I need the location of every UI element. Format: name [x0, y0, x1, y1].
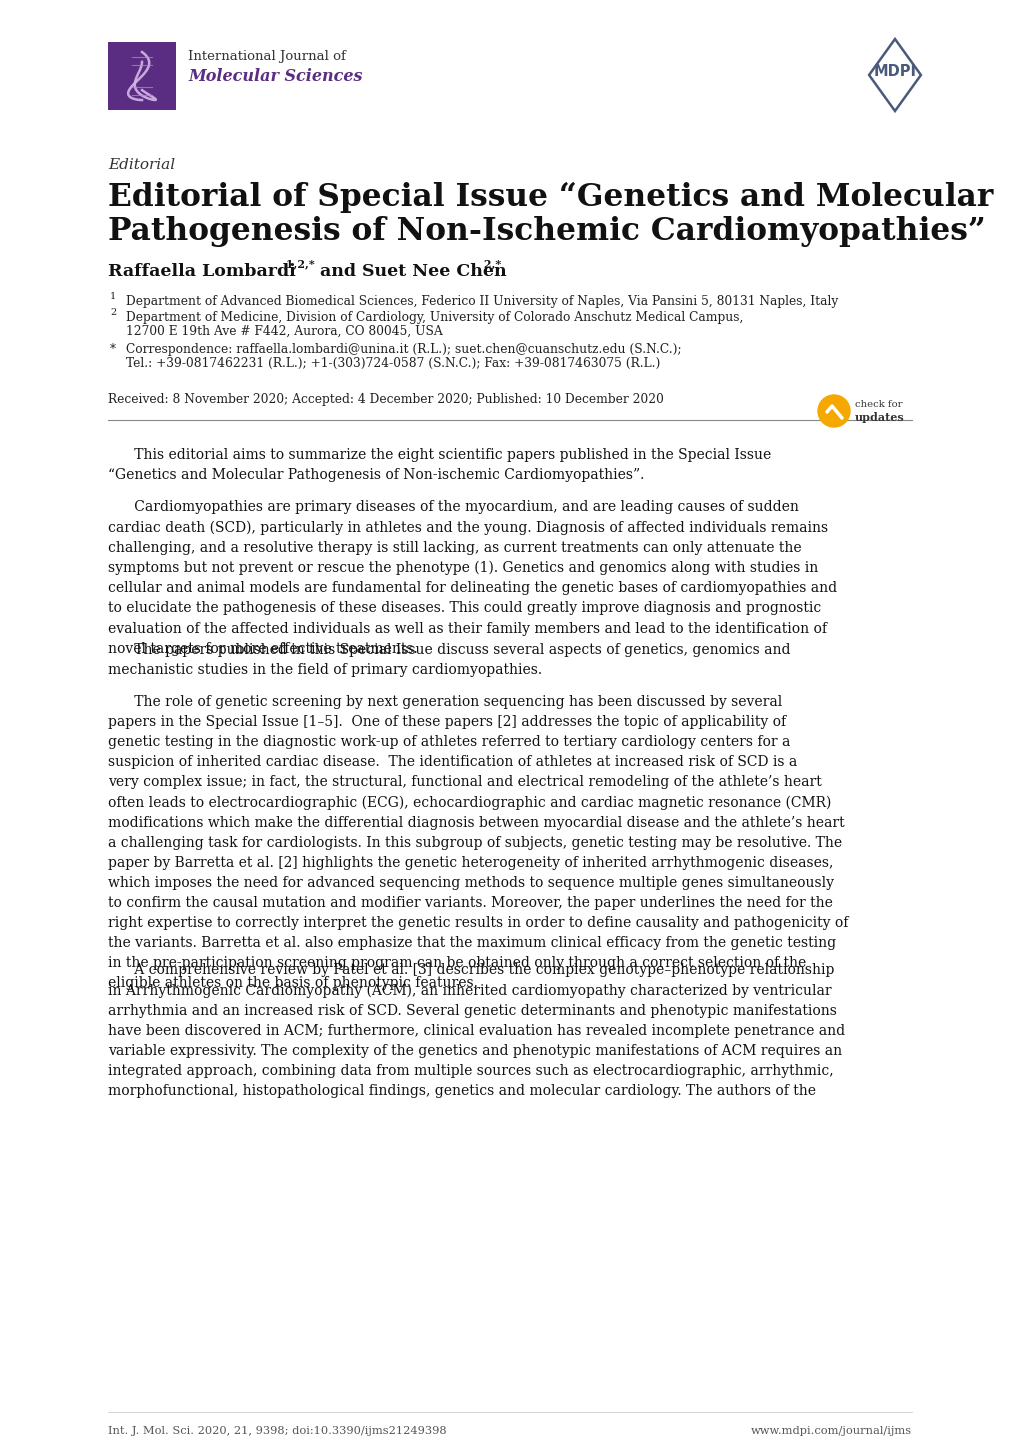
Text: 12700 E 19th Ave # F442, Aurora, CO 80045, USA: 12700 E 19th Ave # F442, Aurora, CO 8004… — [126, 324, 442, 337]
Text: Department of Medicine, Division of Cardiology, University of Colorado Anschutz : Department of Medicine, Division of Card… — [126, 311, 743, 324]
Text: The role of genetic screening by next generation sequencing has been discussed b: The role of genetic screening by next ge… — [108, 695, 848, 991]
Text: Molecular Sciences: Molecular Sciences — [187, 68, 362, 85]
Text: *: * — [110, 343, 116, 356]
Text: The papers published in this Special Issue discuss several aspects of genetics, : The papers published in this Special Iss… — [108, 643, 790, 678]
Text: Pathogenesis of Non-Ischemic Cardiomyopathies”: Pathogenesis of Non-Ischemic Cardiomyopa… — [108, 216, 984, 247]
Text: www.mdpi.com/journal/ijms: www.mdpi.com/journal/ijms — [750, 1426, 911, 1436]
Text: 2,*: 2,* — [480, 258, 500, 270]
Text: Tel.: +39-0817462231 (R.L.); +1-(303)724-0587 (S.N.C.); Fax: +39-0817463075 (R.L: Tel.: +39-0817462231 (R.L.); +1-(303)724… — [126, 358, 659, 371]
Text: 2: 2 — [110, 309, 116, 317]
Text: Editorial: Editorial — [108, 159, 175, 172]
Text: Department of Advanced Biomedical Sciences, Federico II University of Naples, Vi: Department of Advanced Biomedical Scienc… — [126, 296, 838, 309]
Text: MDPI: MDPI — [872, 63, 916, 78]
Text: Received: 8 November 2020; Accepted: 4 December 2020; Published: 10 December 202: Received: 8 November 2020; Accepted: 4 D… — [108, 394, 663, 407]
Text: and Suet Nee Chen: and Suet Nee Chen — [314, 262, 506, 280]
Text: Cardiomyopathies are primary diseases of the myocardium, and are leading causes : Cardiomyopathies are primary diseases of… — [108, 500, 837, 656]
Text: updates: updates — [854, 412, 904, 423]
Text: A comprehensive review by Patel et al. [3] describes the complex genotype–phenot: A comprehensive review by Patel et al. [… — [108, 963, 845, 1097]
Text: check for: check for — [854, 399, 902, 410]
Text: This editorial aims to summarize the eight scientific papers published in the Sp: This editorial aims to summarize the eig… — [108, 448, 770, 482]
Circle shape — [817, 395, 849, 427]
Text: 1,2,*: 1,2,* — [281, 258, 315, 270]
Text: Editorial of Special Issue “Genetics and Molecular: Editorial of Special Issue “Genetics and… — [108, 182, 993, 213]
Text: 1: 1 — [110, 291, 116, 301]
Text: International Journal of: International Journal of — [187, 50, 345, 63]
Text: Int. J. Mol. Sci. 2020, 21, 9398; doi:10.3390/ijms21249398: Int. J. Mol. Sci. 2020, 21, 9398; doi:10… — [108, 1426, 446, 1436]
Text: Correspondence: raffaella.lombardi@unina.it (R.L.); suet.chen@cuanschutz.edu (S.: Correspondence: raffaella.lombardi@unina… — [126, 343, 681, 356]
Bar — [108, 42, 176, 110]
Text: Raffaella Lombardi: Raffaella Lombardi — [108, 262, 296, 280]
